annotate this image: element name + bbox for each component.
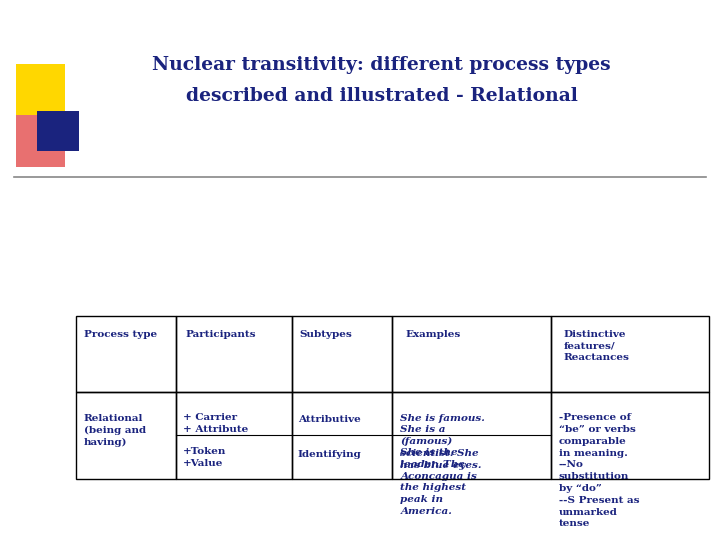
Bar	[37, 111, 79, 151]
Text: Participants: Participants	[186, 329, 256, 339]
Bar	[392, 316, 551, 392]
Bar	[392, 392, 551, 479]
Text: -Presence of
“be” or verbs
comparable
in meaning.
--No
substitution
by “do”
--S : -Presence of “be” or verbs comparable in…	[559, 413, 639, 529]
Bar	[292, 316, 392, 392]
Text: Examples: Examples	[405, 329, 460, 339]
Bar	[16, 115, 65, 166]
Bar	[551, 316, 709, 392]
Text: Subtypes: Subtypes	[300, 329, 352, 339]
Text: She is the
leader. The
Aconcagua is
the highest
peak in
America.: She is the leader. The Aconcagua is the …	[400, 448, 477, 516]
Text: Attributive: Attributive	[297, 415, 361, 423]
Text: Relational
(being and
having): Relational (being and having)	[84, 414, 145, 447]
Text: She is famous.
She is a
(famous)
scientist. She
has blue eyes.: She is famous. She is a (famous) scienti…	[400, 414, 485, 470]
Text: Distinctive
features/
Reactances: Distinctive features/ Reactances	[564, 329, 629, 362]
Text: Identifying: Identifying	[297, 450, 361, 460]
Text: Nuclear transitivity: different process types: Nuclear transitivity: different process …	[153, 56, 611, 73]
Text: +Token
+Value: +Token +Value	[184, 447, 227, 468]
Bar	[176, 392, 292, 479]
Text: described and illustrated - Relational: described and illustrated - Relational	[186, 86, 577, 105]
Bar	[16, 64, 65, 115]
Bar	[76, 316, 176, 392]
Text: + Carrier
+ Attribute: + Carrier + Attribute	[184, 413, 248, 434]
Text: Process type: Process type	[84, 329, 157, 339]
Bar	[551, 392, 709, 479]
Bar	[176, 316, 292, 392]
Bar	[292, 392, 392, 479]
Bar	[76, 392, 176, 479]
